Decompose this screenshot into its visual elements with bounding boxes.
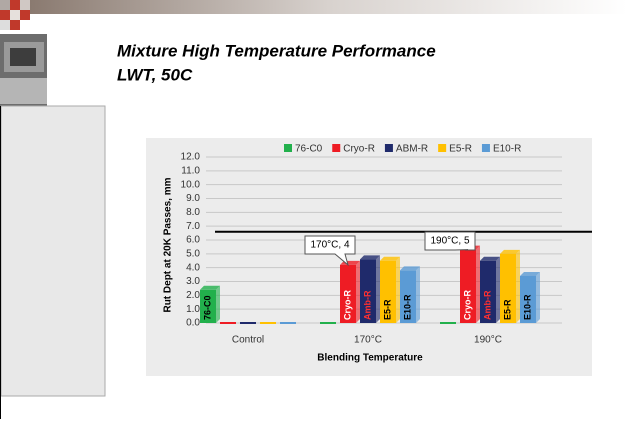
y-tick-label: 3.0 [186,276,200,287]
legend-swatch [438,144,446,152]
y-axis-title: Rut Dept at 20K Passes, mm [163,177,174,312]
bar-side [216,286,220,323]
callout-text: 190°C, 5 [430,236,469,247]
legend-label: E5-R [449,144,472,155]
x-tick-label: 170°C [354,335,382,346]
bar-label: 76-C0 [202,295,212,320]
y-tick-label: 4.0 [186,262,200,273]
bar-label: E5-R [382,299,392,320]
side-panel [1,106,105,396]
bar-label: Amb-R [362,290,372,320]
bar-side [396,257,400,323]
y-tick-label: 12.0 [181,152,201,163]
legend-label: Cryo-R [343,144,375,155]
bar-side [496,257,500,323]
legend-swatch [385,144,393,152]
legend-swatch [284,144,292,152]
bar-side [516,250,520,323]
bar-side [536,272,540,323]
y-tick-label: 8.0 [186,207,200,218]
slide-title: LWT, 50C [117,65,193,84]
slide: Mixture High Temperature Performance LWT… [0,0,627,419]
x-tick-label: 190°C [474,335,502,346]
x-axis-title: Blending Temperature [317,353,423,364]
bar-label: Amb-R [482,290,492,320]
bar-side [476,246,480,323]
bar-label: E10-R [522,294,532,320]
y-tick-label: 6.0 [186,235,200,246]
y-tick-label: 0.0 [186,318,200,329]
corner-squares [0,0,30,30]
bar-side [356,261,360,323]
legend-label: 76-C0 [295,144,323,155]
legend-label: ABM-R [396,144,428,155]
bar-label: Cryo-R [342,289,352,320]
bar [320,322,336,324]
legend-swatch [332,144,340,152]
bar-label: E5-R [502,299,512,320]
y-tick-label: 11.0 [181,165,200,176]
photo [0,34,47,106]
x-tick-label: Control [232,335,264,346]
callout-text: 170°C, 4 [310,240,349,251]
bar-label: E10-R [402,294,412,320]
y-tick-label: 1.0 [186,304,200,315]
bar-label: Cryo-R [462,289,472,320]
y-tick-label: 5.0 [186,248,200,259]
y-tick-label: 7.0 [186,221,200,232]
legend-label: E10-R [493,144,521,155]
y-tick-label: 9.0 [186,193,200,204]
top-band [30,0,627,14]
bar [280,322,296,324]
bar-side [376,255,380,323]
y-tick-label: 2.0 [186,290,200,301]
bar [240,322,256,324]
y-tick-label: 10.0 [181,179,201,190]
bar [260,322,276,324]
bar [220,322,236,324]
slide-title: Mixture High Temperature Performance [117,41,436,60]
bar-side [416,266,420,323]
legend-swatch [482,144,490,152]
bar [440,322,456,324]
